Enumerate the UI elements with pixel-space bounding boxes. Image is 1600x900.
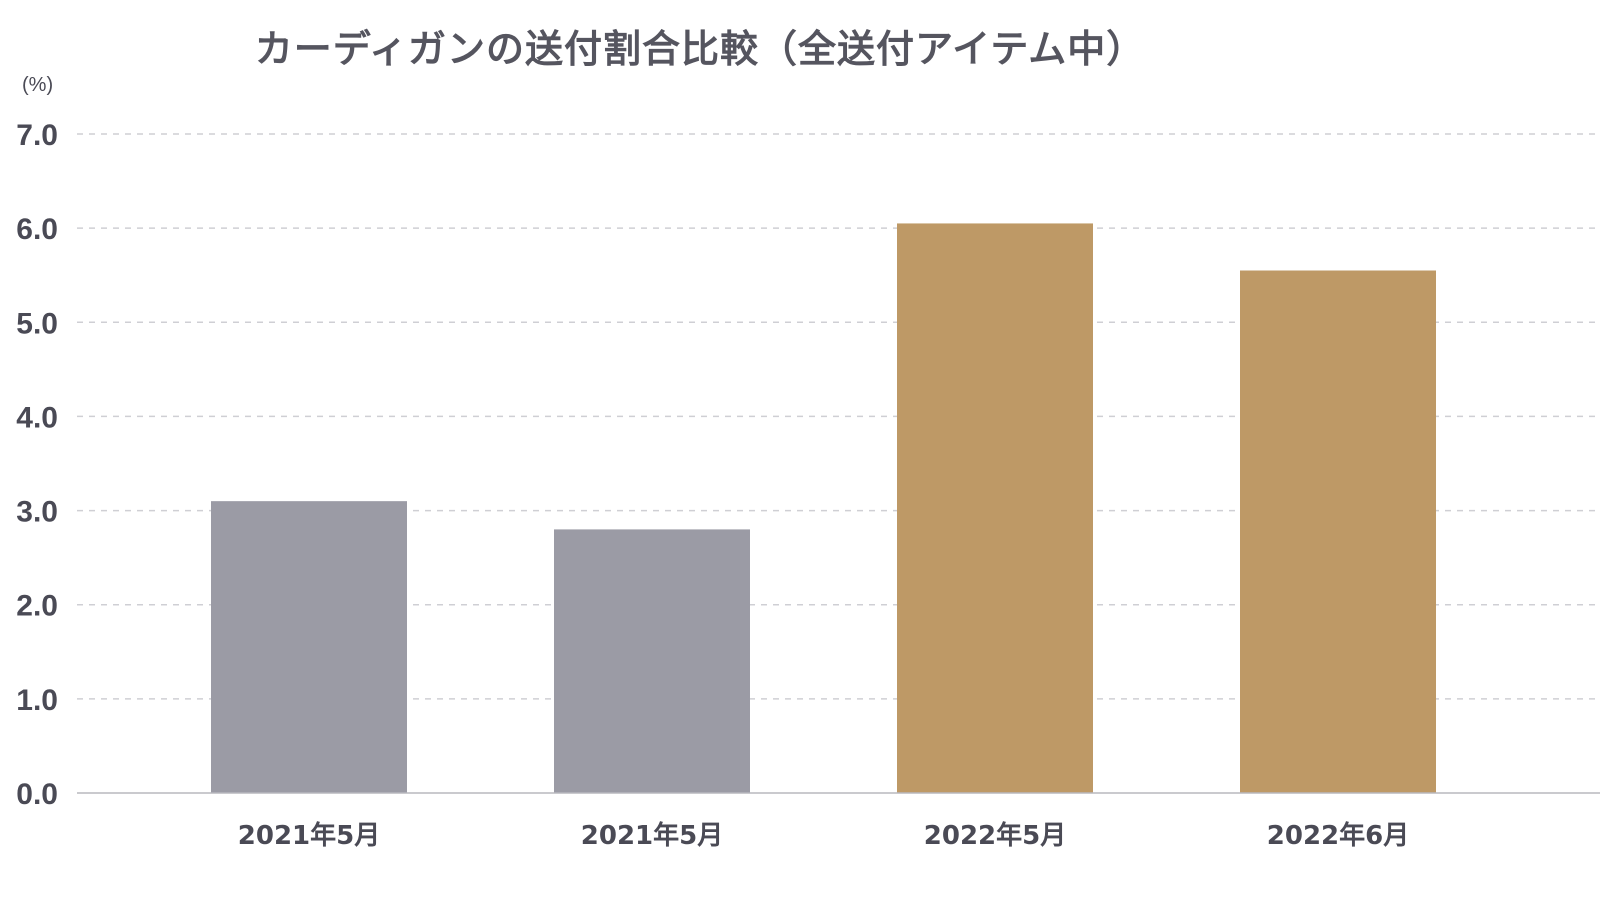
y-tick-label: 7.0 xyxy=(16,119,58,152)
y-tick-label: 3.0 xyxy=(16,496,58,529)
x-tick-label: 2022年5月 xyxy=(924,820,1066,851)
y-tick-label: 4.0 xyxy=(16,401,58,434)
bar xyxy=(897,223,1093,793)
y-tick-label: 1.0 xyxy=(16,684,58,717)
x-tick-label: 2021年5月 xyxy=(238,820,380,851)
bar xyxy=(211,501,407,793)
x-tick-label: 2022年6月 xyxy=(1267,820,1409,851)
chart-title: カーディガンの送付割合比較（全送付アイテム中） xyxy=(254,27,1146,71)
y-tick-label: 2.0 xyxy=(16,590,58,623)
bar xyxy=(1240,270,1436,793)
bar xyxy=(554,529,750,793)
y-tick-label: 5.0 xyxy=(16,307,58,340)
y-tick-label: 6.0 xyxy=(16,213,58,246)
y-axis-unit-label: (%) xyxy=(22,74,54,96)
x-tick-label: 2021年5月 xyxy=(581,820,723,851)
y-tick-label: 0.0 xyxy=(16,778,58,811)
